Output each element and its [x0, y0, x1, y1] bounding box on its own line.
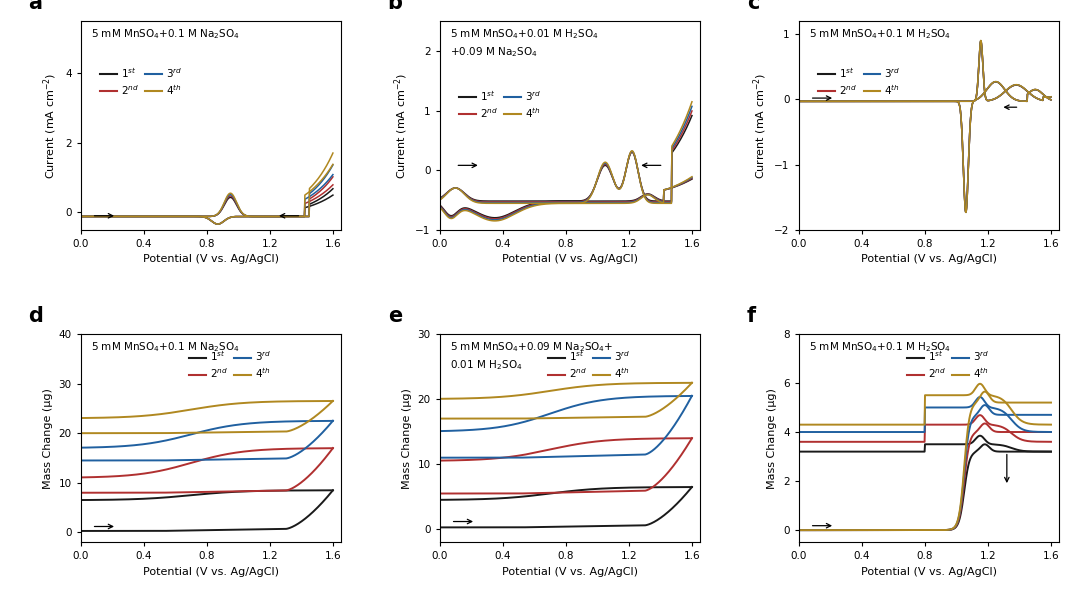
Legend: 1$^{st}$, 2$^{nd}$, 3$^{rd}$, 4$^{th}$: 1$^{st}$, 2$^{nd}$, 3$^{rd}$, 4$^{th}$	[903, 345, 993, 384]
Text: 5 mM MnSO$_4$+0.1 M H$_2$SO$_4$: 5 mM MnSO$_4$+0.1 M H$_2$SO$_4$	[809, 27, 951, 41]
Text: 5 mM MnSO$_4$+0.09 M Na$_2$SO$_4$+
0.01 M H$_2$SO$_4$: 5 mM MnSO$_4$+0.09 M Na$_2$SO$_4$+ 0.01 …	[450, 340, 614, 371]
Y-axis label: Current (mA cm$^{-2}$): Current (mA cm$^{-2}$)	[42, 72, 59, 179]
Legend: 1$^{st}$, 2$^{nd}$, 3$^{rd}$, 4$^{th}$: 1$^{st}$, 2$^{nd}$, 3$^{rd}$, 4$^{th}$	[97, 62, 187, 101]
X-axis label: Potential (V vs. Ag/AgCl): Potential (V vs. Ag/AgCl)	[502, 255, 637, 264]
Y-axis label: Mass Change (μg): Mass Change (μg)	[43, 388, 53, 488]
X-axis label: Potential (V vs. Ag/AgCl): Potential (V vs. Ag/AgCl)	[861, 567, 997, 577]
Text: b: b	[388, 0, 403, 13]
Y-axis label: Mass Change (μg): Mass Change (μg)	[768, 388, 777, 488]
Text: f: f	[747, 305, 756, 325]
Y-axis label: Mass Change (μg): Mass Change (μg)	[402, 388, 412, 488]
X-axis label: Potential (V vs. Ag/AgCl): Potential (V vs. Ag/AgCl)	[143, 567, 278, 577]
Text: d: d	[29, 305, 43, 325]
Text: 5 mM MnSO$_4$+0.1 M H$_2$SO$_4$: 5 mM MnSO$_4$+0.1 M H$_2$SO$_4$	[809, 340, 951, 354]
Text: 5 mM MnSO$_4$+0.1 M Na$_2$SO$_4$: 5 mM MnSO$_4$+0.1 M Na$_2$SO$_4$	[91, 27, 240, 41]
Text: 5 mM MnSO$_4$+0.01 M H$_2$SO$_4$
+0.09 M Na$_2$SO$_4$: 5 mM MnSO$_4$+0.01 M H$_2$SO$_4$ +0.09 M…	[450, 27, 599, 59]
X-axis label: Potential (V vs. Ag/AgCl): Potential (V vs. Ag/AgCl)	[143, 255, 278, 264]
Legend: 1$^{st}$, 2$^{nd}$, 3$^{rd}$, 4$^{th}$: 1$^{st}$, 2$^{nd}$, 3$^{rd}$, 4$^{th}$	[456, 85, 546, 124]
Text: e: e	[388, 305, 402, 325]
Text: 5 mM MnSO$_4$+0.1 M Na$_2$SO$_4$: 5 mM MnSO$_4$+0.1 M Na$_2$SO$_4$	[91, 340, 240, 354]
Legend: 1$^{st}$, 2$^{nd}$, 3$^{rd}$, 4$^{th}$: 1$^{st}$, 2$^{nd}$, 3$^{rd}$, 4$^{th}$	[815, 62, 905, 101]
Text: a: a	[29, 0, 43, 13]
X-axis label: Potential (V vs. Ag/AgCl): Potential (V vs. Ag/AgCl)	[502, 567, 637, 577]
Legend: 1$^{st}$, 2$^{nd}$, 3$^{rd}$, 4$^{th}$: 1$^{st}$, 2$^{nd}$, 3$^{rd}$, 4$^{th}$	[185, 345, 275, 384]
Y-axis label: Current (mA cm$^{-2}$): Current (mA cm$^{-2}$)	[751, 72, 769, 179]
Y-axis label: Current (mA cm$^{-2}$): Current (mA cm$^{-2}$)	[392, 72, 410, 179]
X-axis label: Potential (V vs. Ag/AgCl): Potential (V vs. Ag/AgCl)	[861, 255, 997, 264]
Legend: 1$^{st}$, 2$^{nd}$, 3$^{rd}$, 4$^{th}$: 1$^{st}$, 2$^{nd}$, 3$^{rd}$, 4$^{th}$	[544, 345, 634, 384]
Text: c: c	[747, 0, 759, 13]
